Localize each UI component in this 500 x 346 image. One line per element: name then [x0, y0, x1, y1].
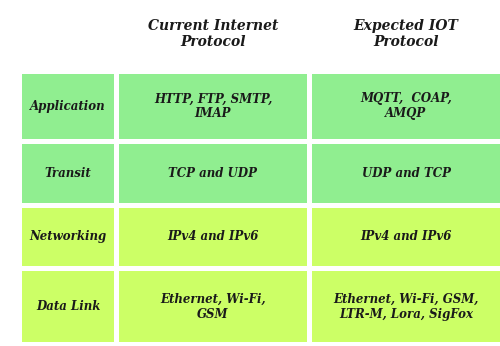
Text: Expected IOT
Protocol: Expected IOT Protocol [354, 19, 459, 49]
FancyBboxPatch shape [22, 74, 114, 139]
FancyBboxPatch shape [119, 271, 307, 342]
FancyBboxPatch shape [119, 144, 307, 202]
Text: IPv4 and IPv6: IPv4 and IPv6 [360, 230, 452, 244]
FancyBboxPatch shape [312, 144, 500, 202]
FancyBboxPatch shape [22, 271, 114, 342]
FancyBboxPatch shape [22, 208, 114, 266]
FancyBboxPatch shape [312, 74, 500, 139]
Text: UDP and TCP: UDP and TCP [362, 167, 450, 180]
Text: Current Internet
Protocol: Current Internet Protocol [148, 19, 278, 49]
FancyBboxPatch shape [312, 208, 500, 266]
Text: Application: Application [30, 100, 106, 113]
Text: Data Link: Data Link [36, 300, 100, 313]
FancyBboxPatch shape [312, 271, 500, 342]
Text: Networking: Networking [30, 230, 106, 244]
Text: Transit: Transit [44, 167, 92, 180]
Text: MQTT,  COAP,
AMQP: MQTT, COAP, AMQP [360, 92, 452, 120]
FancyBboxPatch shape [119, 208, 307, 266]
FancyBboxPatch shape [119, 74, 307, 139]
Text: HTTP, FTP, SMTP,
IMAP: HTTP, FTP, SMTP, IMAP [154, 92, 272, 120]
Text: IPv4 and IPv6: IPv4 and IPv6 [168, 230, 258, 244]
Text: Ethernet, Wi-Fi, GSM,
LTR-M, Lora, SigFox: Ethernet, Wi-Fi, GSM, LTR-M, Lora, SigFo… [334, 293, 478, 321]
Text: Ethernet, Wi-Fi,
GSM: Ethernet, Wi-Fi, GSM [160, 293, 266, 321]
Text: TCP and UDP: TCP and UDP [168, 167, 258, 180]
FancyBboxPatch shape [22, 144, 114, 202]
